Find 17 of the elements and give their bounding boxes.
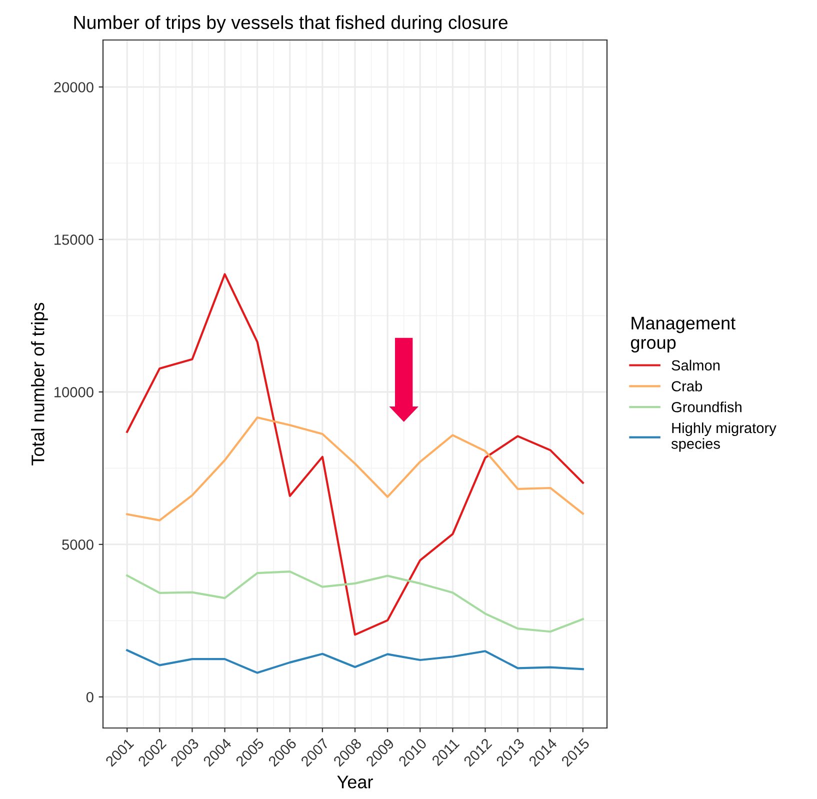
legend-title: Management group [630, 316, 736, 353]
legend-label: Highly migratory species [671, 422, 776, 452]
line-series [126, 570, 584, 633]
y-tick-label: 0 [86, 692, 94, 702]
y-tick-label: 10000 [54, 387, 94, 398]
y-tick-label: 5000 [62, 540, 94, 550]
legend-label: Groundfish [672, 402, 742, 412]
line-series [126, 649, 584, 674]
legend-label: Salmon [672, 360, 720, 371]
chart-title: Number of trips by vessels that fished during closure [74, 15, 508, 33]
y-axis-title: Total number of trips [31, 302, 48, 466]
line-series [126, 416, 584, 522]
legend-label: Crab [672, 380, 702, 392]
y-tick-label: 15000 [54, 234, 94, 245]
y-tick-label: 20000 [54, 82, 94, 92]
line-series [126, 273, 584, 636]
x-axis-title: Year [337, 776, 373, 788]
